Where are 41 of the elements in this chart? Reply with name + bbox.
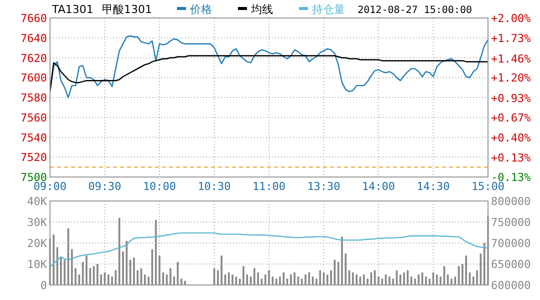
y2-tick-label: 750000: [491, 216, 531, 229]
y-tick-label: 7560: [20, 111, 47, 124]
x-tick-label: 09:00: [33, 180, 67, 193]
y-tick-label: 0: [40, 279, 47, 292]
y-tick-label: 7660: [20, 12, 47, 25]
chart-subtitle: 甲酸1301: [102, 3, 152, 16]
y-tick-label: 7540: [20, 131, 47, 144]
legend-label: 均线: [250, 3, 273, 16]
y2-tick-label: +0.40%: [491, 131, 532, 144]
x-tick-label: 15:00: [471, 180, 505, 193]
y-tick-label: 10K: [27, 258, 48, 271]
x-tick-label: 14:00: [362, 180, 396, 193]
chart-title: TA1301: [51, 3, 94, 16]
x-tick-label: 10:00: [142, 180, 176, 193]
y2-tick-label: +2.00%: [491, 12, 532, 25]
y-tick-label: 7520: [20, 151, 47, 164]
x-tick-label: 10:30: [198, 180, 231, 193]
y-tick-label: 7580: [20, 92, 47, 104]
y2-tick-label: +0.13%: [491, 152, 532, 165]
legend-label: 持仓量: [312, 3, 345, 16]
y-tick-label: 7600: [20, 72, 47, 85]
y-tick-label: 20K: [27, 237, 48, 250]
x-tick-label: 09:30: [88, 180, 122, 193]
y2-tick-label: +1.73%: [491, 32, 532, 46]
y2-tick-label: 600000: [491, 279, 531, 292]
y-tick-label: 7620: [20, 52, 47, 65]
y2-tick-label: +1.46%: [491, 52, 532, 66]
y2-tick-label: +0.67%: [491, 111, 532, 124]
y2-tick-label: +1.20%: [491, 72, 532, 85]
x-tick-label: 11:00: [252, 180, 286, 193]
x-tick-label: 13:30: [307, 180, 340, 193]
y-tick-label: 40K: [27, 195, 48, 208]
legend-label: 价格: [189, 3, 212, 16]
text: 2012-08-27 15:00:00: [358, 5, 472, 16]
y-tick-label: 30K: [27, 216, 48, 229]
x-tick-label: 14:30: [416, 180, 450, 193]
y2-tick-label: 800000: [491, 195, 531, 208]
y2-tick-label: 650000: [491, 258, 531, 271]
y2-tick-label: 700000: [491, 237, 531, 250]
y-tick-label: 7640: [20, 32, 47, 45]
y2-tick-label: +0.93%: [491, 92, 532, 105]
